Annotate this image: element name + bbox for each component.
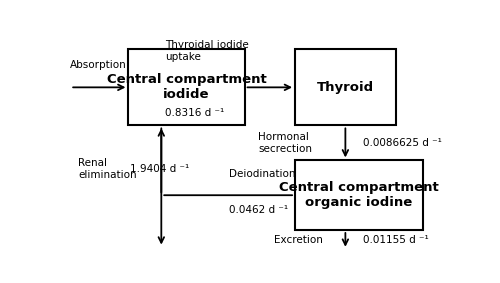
Text: 1.9404 d ⁻¹: 1.9404 d ⁻¹ [130, 164, 190, 174]
Text: 0.8316 d ⁻¹: 0.8316 d ⁻¹ [165, 108, 224, 118]
Text: Thyroidal iodide
uptake: Thyroidal iodide uptake [165, 40, 249, 62]
Text: Central compartment
organic iodine: Central compartment organic iodine [279, 181, 439, 209]
Text: Excretion: Excretion [274, 235, 322, 245]
Text: 0.0462 d ⁻¹: 0.0462 d ⁻¹ [229, 205, 288, 215]
FancyBboxPatch shape [295, 49, 396, 125]
Text: Absorption: Absorption [70, 60, 127, 70]
Text: 0.01155 d ⁻¹: 0.01155 d ⁻¹ [363, 235, 428, 245]
Text: 0.0086625 d ⁻¹: 0.0086625 d ⁻¹ [363, 138, 442, 148]
Text: Hormonal
secrection: Hormonal secrection [258, 132, 312, 154]
Text: Deiodination: Deiodination [229, 169, 296, 179]
FancyBboxPatch shape [128, 49, 244, 125]
Text: Renal
elimination: Renal elimination [78, 158, 136, 180]
FancyBboxPatch shape [295, 160, 423, 230]
Text: Central compartment
iodide: Central compartment iodide [106, 73, 266, 101]
Text: Thyroid: Thyroid [317, 81, 374, 94]
